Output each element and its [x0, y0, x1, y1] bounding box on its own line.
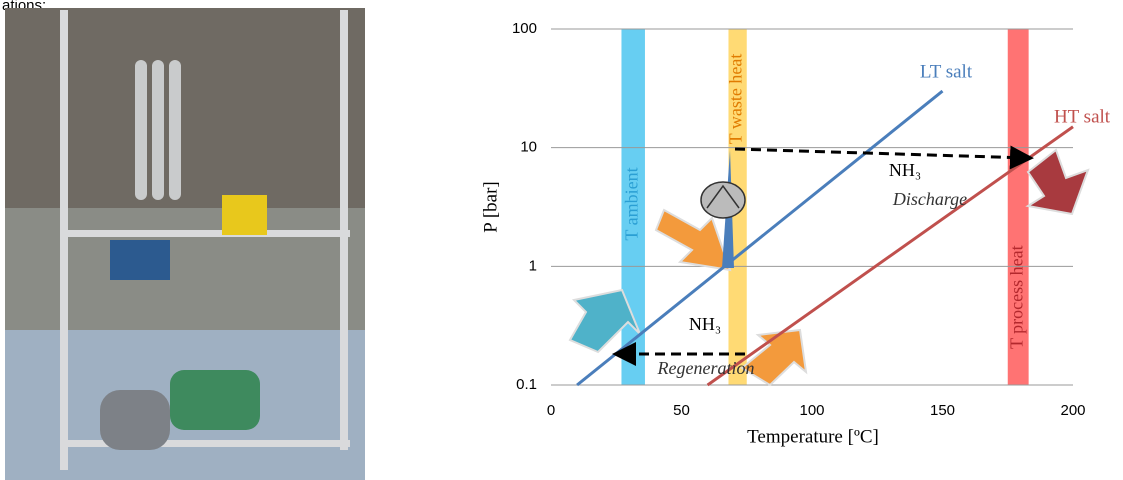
x-tick-label: 50: [673, 402, 690, 419]
photo-frame: [60, 230, 350, 237]
annotation: Discharge: [892, 189, 967, 209]
dashed-arrow: [735, 149, 1028, 158]
screenshot: ations: Temperature [ºC] P [bar] 0.11101…: [0, 0, 1123, 480]
photo-frame: [60, 10, 68, 470]
x-tick-label: 0: [547, 402, 555, 419]
y-tick-label: 0.1: [516, 376, 537, 393]
page: ations: Temperature [ºC] P [bar] 0.11101…: [0, 0, 1123, 480]
photo-part: [110, 240, 170, 280]
x-axis-label: Temperature [ºC]: [747, 426, 879, 447]
band-label: T ambient: [621, 167, 641, 240]
photo: [5, 8, 365, 480]
x-tick-label: 200: [1060, 402, 1085, 419]
photo-wall: [5, 8, 365, 208]
y-axis-label: P [bar]: [480, 181, 501, 233]
legend-label: LT salt: [920, 61, 973, 82]
band-label: T waste heat: [726, 54, 746, 145]
y-tick-label: 10: [520, 139, 537, 156]
x-tick-label: 150: [930, 402, 955, 419]
decor-arrow: [1028, 150, 1088, 214]
photo-tube: [152, 60, 164, 200]
photo-tube: [169, 60, 181, 200]
photo-motor: [100, 390, 170, 450]
legend-label: HT salt: [1054, 106, 1111, 127]
plot: 0.1 1 10 100 0 50 100 150 200 T ambient T waste he…: [512, 20, 1111, 419]
y-tick-label: 1: [529, 257, 537, 274]
photo-box: [222, 195, 267, 235]
decor-arrow: [656, 210, 730, 270]
annotation: NH₃: [689, 314, 721, 334]
annotation: NH₃: [889, 160, 921, 180]
y-tick-label: 100: [512, 20, 537, 37]
photo-pump: [170, 370, 260, 430]
band-label: T process heat: [1006, 245, 1026, 349]
x-tick-label: 100: [799, 402, 824, 419]
photo-tube: [135, 60, 147, 200]
compressor: [701, 182, 745, 218]
annotation: Regeneration: [657, 358, 755, 378]
